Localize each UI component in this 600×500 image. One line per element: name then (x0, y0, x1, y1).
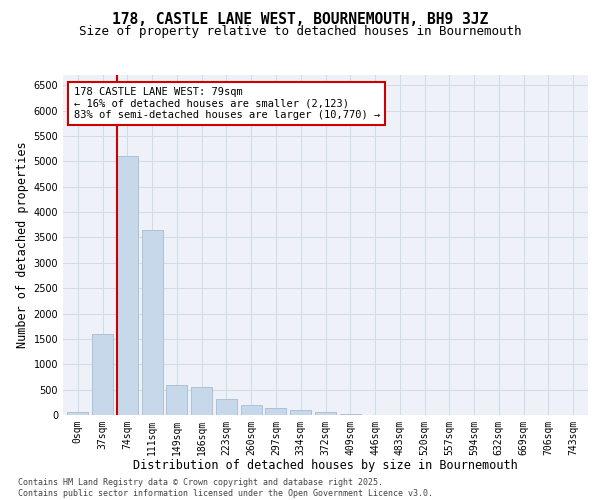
Bar (241, 405, 262, 415)
Y-axis label: Number of detached properties: Number of detached properties (16, 142, 29, 348)
Bar (67, 412, 88, 415)
Bar (340, 414, 361, 415)
Bar (265, 408, 286, 415)
Text: Size of property relative to detached houses in Bournemouth: Size of property relative to detached ho… (79, 25, 521, 38)
Bar (315, 412, 336, 415)
Text: 178, CASTLE LANE WEST, BOURNEMOUTH, BH9 3JZ: 178, CASTLE LANE WEST, BOURNEMOUTH, BH9 … (112, 12, 488, 28)
Bar (166, 385, 187, 415)
Bar (117, 156, 138, 415)
Bar (216, 400, 237, 415)
Text: 178 CASTLE LANE WEST: 79sqm
← 16% of detached houses are smaller (2,123)
83% of : 178 CASTLE LANE WEST: 79sqm ← 16% of det… (74, 87, 380, 120)
Bar (142, 230, 163, 415)
Bar (290, 410, 311, 415)
Bar (92, 334, 113, 415)
X-axis label: Distribution of detached houses by size in Bournemouth: Distribution of detached houses by size … (133, 460, 518, 472)
Bar (191, 387, 212, 415)
Text: Contains HM Land Registry data © Crown copyright and database right 2025.
Contai: Contains HM Land Registry data © Crown c… (18, 478, 433, 498)
